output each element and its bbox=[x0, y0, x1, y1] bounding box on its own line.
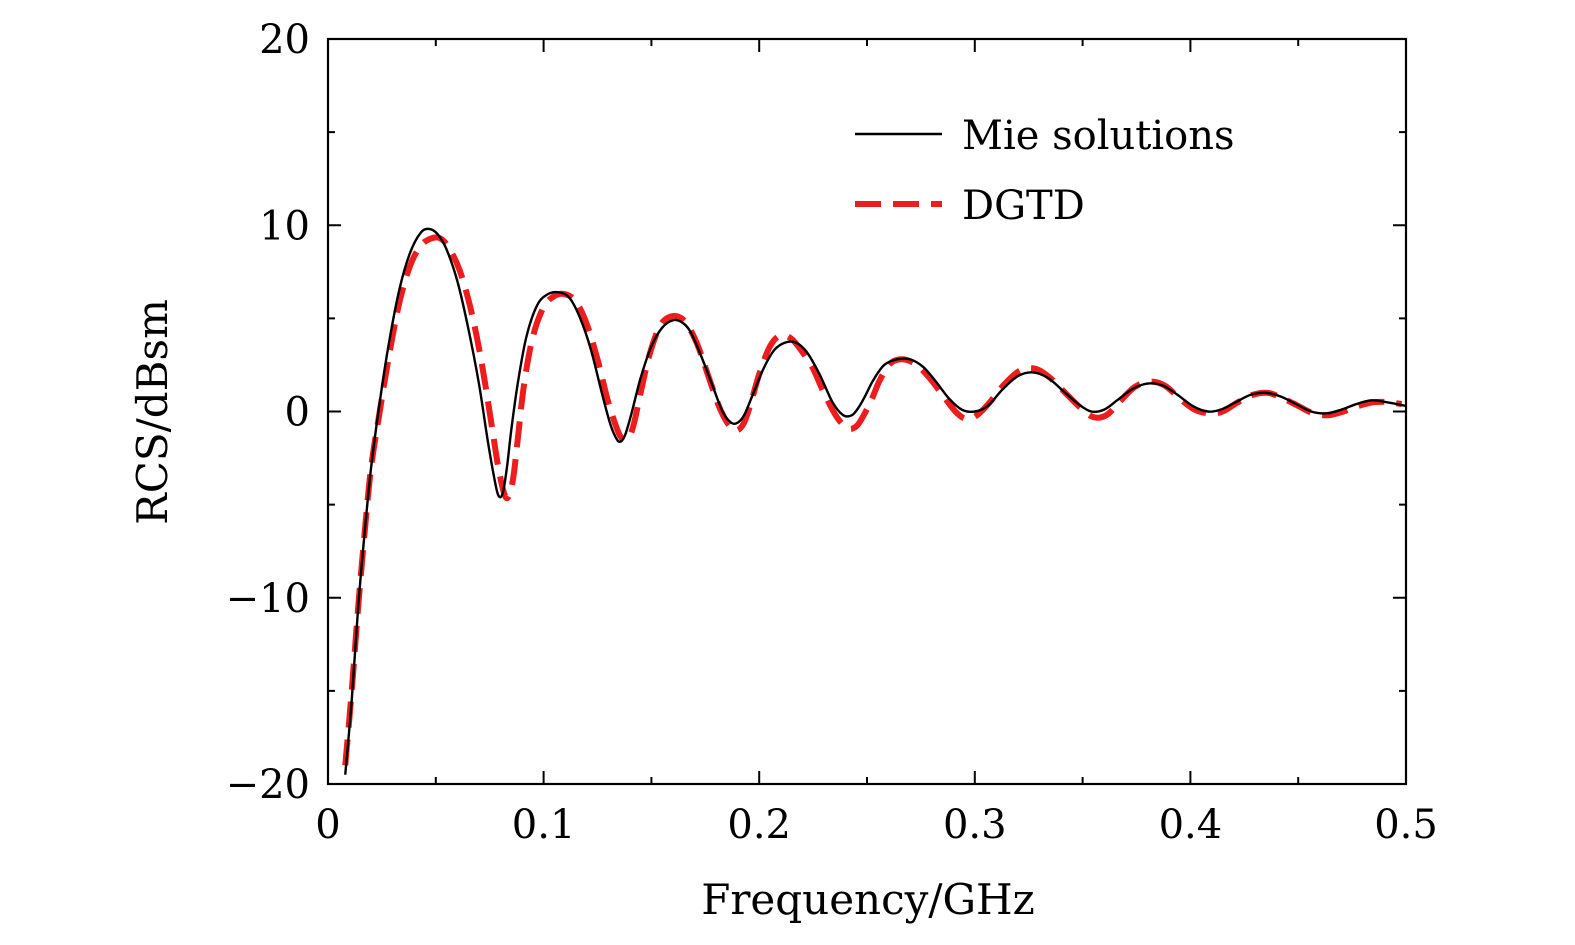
y-tick-label: 20 bbox=[259, 17, 310, 63]
x-tick-label: 0.2 bbox=[727, 802, 791, 848]
legend: Mie solutions DGTD bbox=[855, 113, 1235, 229]
x-tick-label: 0.5 bbox=[1374, 802, 1438, 848]
series-lines bbox=[342, 227, 1407, 775]
y-axis-title: RCS/dBsm bbox=[128, 299, 177, 525]
y-tick-label: −20 bbox=[226, 762, 310, 808]
axis-ticks: 0 0.1 0.2 0.3 0.4 0.5 −20 −10 0 10 20 bbox=[226, 17, 1438, 848]
x-tick-label: 0 bbox=[315, 802, 340, 848]
y-tick-label: −10 bbox=[226, 576, 310, 622]
legend-label-mie-solutions: Mie solutions bbox=[962, 113, 1235, 159]
x-tick-label: 0.3 bbox=[943, 802, 1007, 848]
y-tick-label: 0 bbox=[285, 390, 310, 436]
series-line-mie-solutions bbox=[344, 227, 1407, 775]
x-tick-label: 0.4 bbox=[1159, 802, 1223, 848]
x-axis-title: Frequency/GHz bbox=[701, 875, 1035, 924]
y-tick-label: 10 bbox=[259, 203, 310, 249]
x-tick-label: 0.1 bbox=[512, 802, 576, 848]
legend-label-dgtd: DGTD bbox=[962, 183, 1085, 229]
